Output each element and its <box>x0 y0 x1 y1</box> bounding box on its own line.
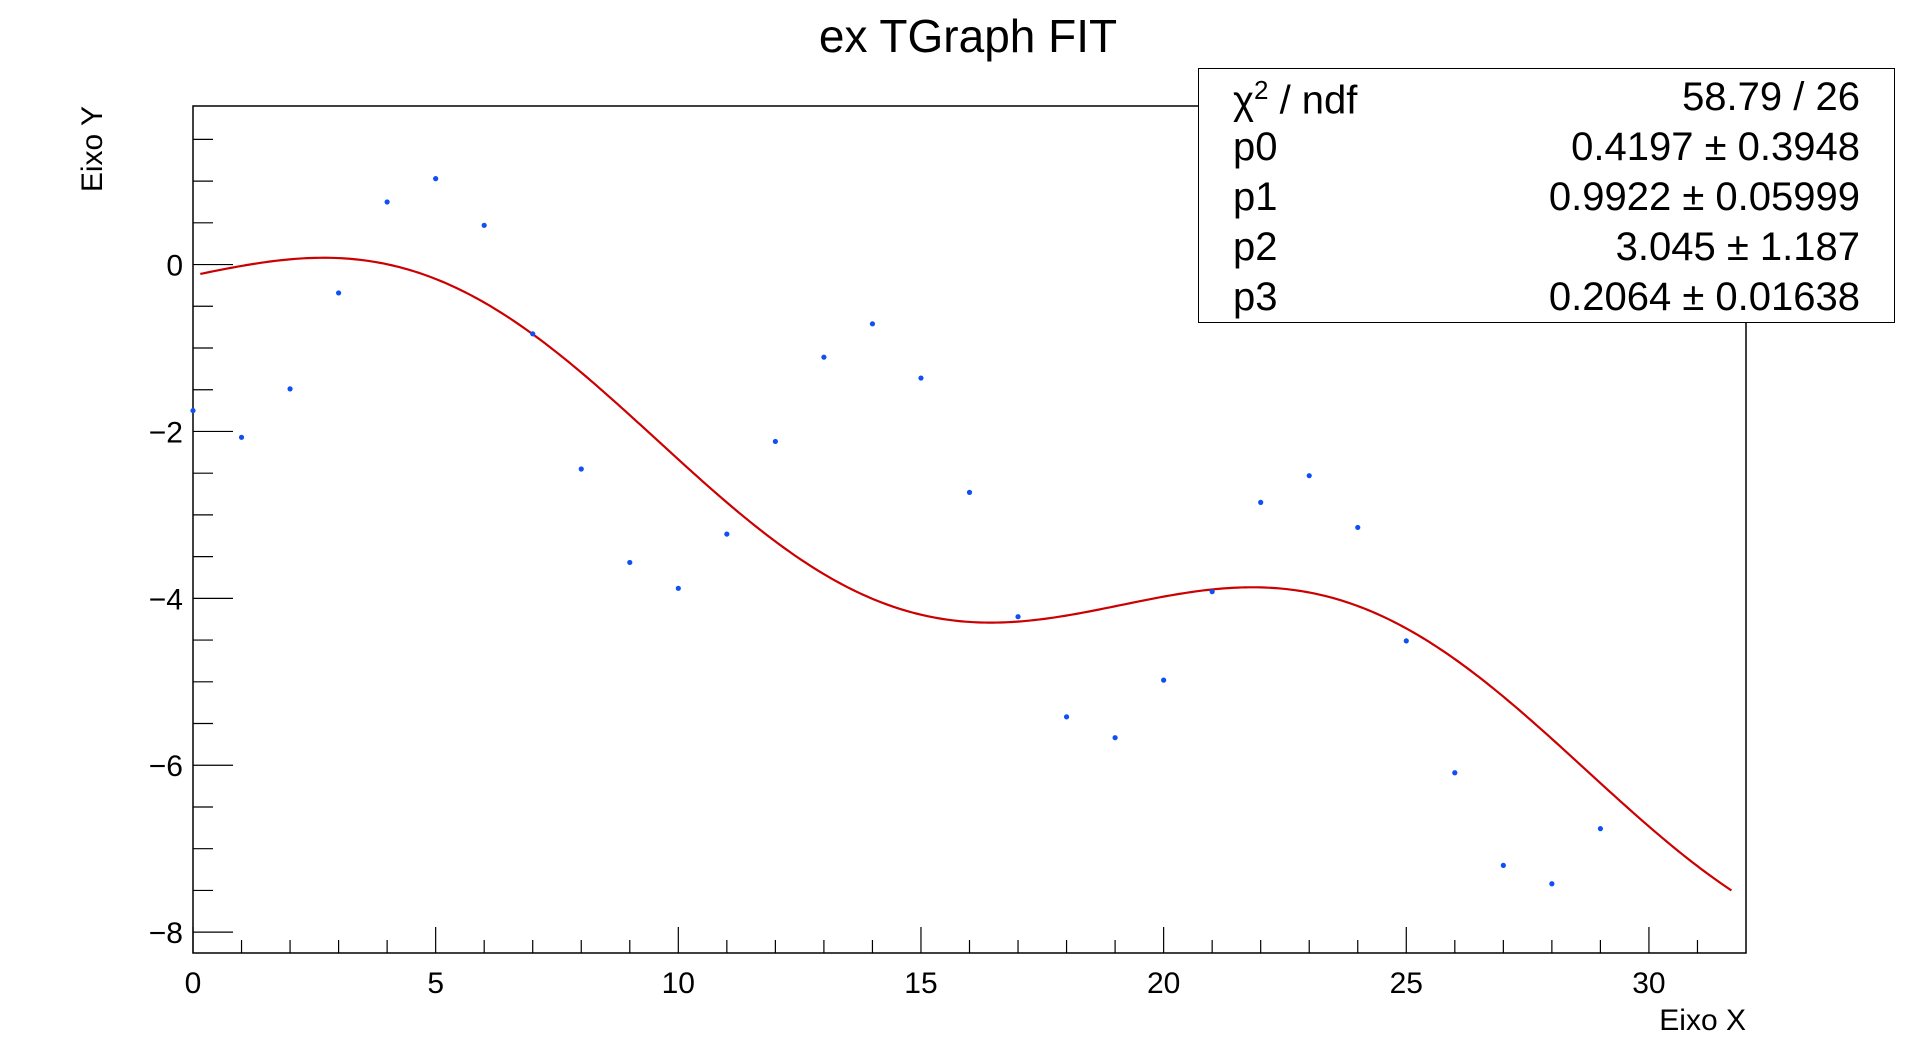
stats-label-sup: 2 <box>1254 75 1269 105</box>
stats-label: χ2 / ndf <box>1233 75 1357 123</box>
data-point <box>1063 714 1070 720</box>
x-tick-label: 20 <box>1147 967 1180 1000</box>
x-tick-label: 15 <box>904 967 937 1000</box>
stats-label-main: p1 <box>1233 175 1278 219</box>
data-point <box>1597 826 1604 832</box>
y-axis: −8 −6 −4 −2 0 <box>149 138 233 950</box>
x-tick-label: 10 <box>662 967 695 1000</box>
data-point <box>1258 499 1264 505</box>
data-point <box>869 321 876 327</box>
stats-value: 0.4197 ± 0.3948 <box>1571 125 1860 169</box>
stats-value: 3.045 ± 1.187 <box>1615 225 1860 269</box>
data-point <box>918 375 924 381</box>
x-tick-label: 0 <box>185 967 202 1000</box>
y-tick-label: −8 <box>149 917 183 950</box>
data-point <box>190 407 196 414</box>
data-point <box>578 466 584 472</box>
data-point <box>724 531 730 537</box>
stats-value: 58.79 / 26 <box>1682 75 1860 119</box>
stats-label-main: p3 <box>1233 275 1278 319</box>
stats-label-rest: / ndf <box>1268 78 1358 123</box>
stats-label: p2 <box>1233 225 1278 270</box>
data-point <box>1355 524 1361 531</box>
data-point <box>1112 735 1118 741</box>
stats-label-main: p2 <box>1233 225 1278 269</box>
stats-row: χ2 / ndf 58.79 / 26 <box>1199 71 1894 123</box>
data-point <box>1161 677 1167 683</box>
chart-title: ex TGraph FIT <box>819 10 1117 62</box>
data-point <box>1549 881 1555 887</box>
y-tick-label: −4 <box>149 583 183 616</box>
data-point <box>433 176 439 182</box>
data-point <box>966 489 973 495</box>
y-tick-label: −6 <box>149 750 183 783</box>
data-point <box>335 290 342 296</box>
x-tick-label: 25 <box>1390 967 1423 1000</box>
stats-label: p1 <box>1233 175 1278 220</box>
fit-curve <box>200 256 1733 892</box>
stats-label: p3 <box>1233 275 1278 320</box>
data-point <box>530 331 536 337</box>
data-point <box>1015 614 1021 620</box>
data-point <box>238 434 245 440</box>
data-point <box>1209 589 1215 595</box>
x-tick-label: 5 <box>427 967 444 1000</box>
fit-stats-box: χ2 / ndf 58.79 / 26 p0 0.4197 ± 0.3948 p1 0.9… <box>1198 68 1895 323</box>
stats-label-main: χ <box>1233 78 1254 123</box>
stats-row: p0 0.4197 ± 0.3948 <box>1199 121 1894 171</box>
data-point <box>1306 473 1312 479</box>
data-point <box>481 222 487 228</box>
stats-row: p3 0.2064 ± 0.01638 <box>1199 271 1894 321</box>
y-tick-label: −2 <box>149 416 183 449</box>
x-axis-label: Eixo X <box>1659 1004 1746 1037</box>
data-point <box>1500 862 1506 868</box>
stats-row: p2 3.045 ± 1.187 <box>1199 221 1894 271</box>
stats-label-main: p0 <box>1233 125 1278 169</box>
stats-label: p0 <box>1233 125 1278 170</box>
data-point <box>1452 770 1458 776</box>
data-point <box>384 199 390 205</box>
stats-value: 0.2064 ± 0.01638 <box>1548 275 1860 319</box>
data-point <box>287 386 293 392</box>
stats-row: p1 0.9922 ± 0.05999 <box>1199 171 1894 221</box>
data-point <box>675 585 681 591</box>
data-points <box>190 176 1604 887</box>
data-point <box>1403 638 1409 644</box>
y-axis-label: Eixo Y <box>76 106 109 192</box>
stats-value: 0.9922 ± 0.05999 <box>1548 175 1860 219</box>
data-point <box>627 559 633 566</box>
x-axis: 0 5 10 15 20 25 30 <box>185 927 1699 1000</box>
y-tick-label: 0 <box>166 250 183 283</box>
x-tick-label: 30 <box>1632 967 1665 1000</box>
data-point <box>772 438 778 445</box>
data-point <box>821 354 827 360</box>
